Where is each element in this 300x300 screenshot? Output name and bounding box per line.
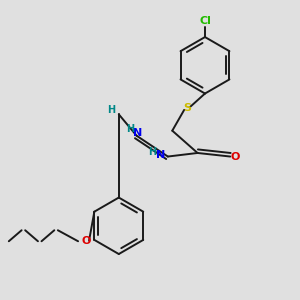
Text: H: H <box>126 124 134 134</box>
Text: N: N <box>134 128 143 138</box>
Text: O: O <box>231 152 240 161</box>
Text: N: N <box>156 150 165 160</box>
Text: S: S <box>183 103 191 113</box>
Text: H: H <box>107 105 116 115</box>
Text: O: O <box>81 236 91 246</box>
Text: H: H <box>148 147 156 157</box>
Text: Cl: Cl <box>199 16 211 26</box>
